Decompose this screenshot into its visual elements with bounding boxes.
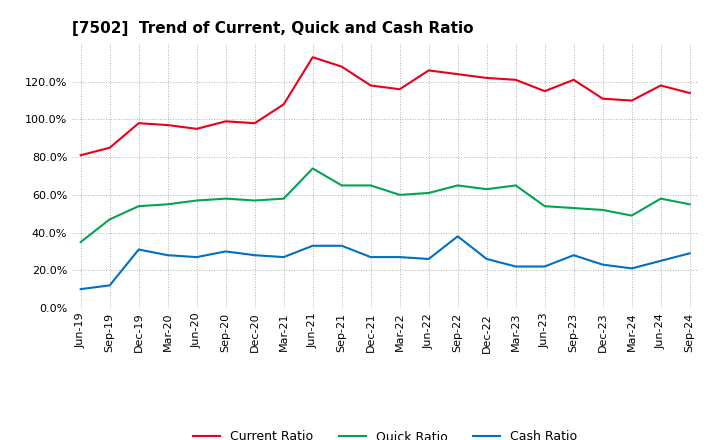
Quick Ratio: [482, 187, 491, 192]
Cash Ratio: [105, 283, 114, 288]
Current Ratio: [627, 98, 636, 103]
Quick Ratio: [395, 192, 404, 198]
Quick Ratio: [192, 198, 201, 203]
Current Ratio: [570, 77, 578, 82]
Quick Ratio: [279, 196, 288, 201]
Quick Ratio: [163, 202, 172, 207]
Current Ratio: [279, 102, 288, 107]
Cash Ratio: [511, 264, 520, 269]
Quick Ratio: [424, 191, 433, 196]
Line: Cash Ratio: Cash Ratio: [81, 236, 690, 289]
Line: Quick Ratio: Quick Ratio: [81, 169, 690, 242]
Quick Ratio: [308, 166, 317, 171]
Quick Ratio: [251, 198, 259, 203]
Current Ratio: [395, 87, 404, 92]
Current Ratio: [454, 72, 462, 77]
Cash Ratio: [308, 243, 317, 249]
Cash Ratio: [482, 257, 491, 262]
Quick Ratio: [598, 207, 607, 213]
Current Ratio: [76, 153, 85, 158]
Current Ratio: [308, 55, 317, 60]
Quick Ratio: [541, 204, 549, 209]
Current Ratio: [541, 88, 549, 94]
Quick Ratio: [685, 202, 694, 207]
Cash Ratio: [598, 262, 607, 267]
Cash Ratio: [424, 257, 433, 262]
Quick Ratio: [657, 196, 665, 201]
Quick Ratio: [366, 183, 375, 188]
Current Ratio: [251, 121, 259, 126]
Cash Ratio: [76, 286, 85, 292]
Legend: Current Ratio, Quick Ratio, Cash Ratio: Current Ratio, Quick Ratio, Cash Ratio: [188, 425, 582, 440]
Cash Ratio: [279, 254, 288, 260]
Line: Current Ratio: Current Ratio: [81, 57, 690, 155]
Cash Ratio: [221, 249, 230, 254]
Current Ratio: [482, 75, 491, 81]
Cash Ratio: [135, 247, 143, 252]
Cash Ratio: [366, 254, 375, 260]
Current Ratio: [221, 119, 230, 124]
Quick Ratio: [338, 183, 346, 188]
Cash Ratio: [657, 258, 665, 264]
Cash Ratio: [338, 243, 346, 249]
Current Ratio: [685, 90, 694, 95]
Cash Ratio: [395, 254, 404, 260]
Quick Ratio: [76, 239, 85, 245]
Current Ratio: [657, 83, 665, 88]
Current Ratio: [163, 122, 172, 128]
Current Ratio: [424, 68, 433, 73]
Cash Ratio: [541, 264, 549, 269]
Current Ratio: [192, 126, 201, 132]
Current Ratio: [338, 64, 346, 69]
Quick Ratio: [511, 183, 520, 188]
Quick Ratio: [454, 183, 462, 188]
Quick Ratio: [221, 196, 230, 201]
Quick Ratio: [570, 205, 578, 211]
Cash Ratio: [627, 266, 636, 271]
Current Ratio: [366, 83, 375, 88]
Cash Ratio: [685, 251, 694, 256]
Cash Ratio: [454, 234, 462, 239]
Current Ratio: [105, 145, 114, 150]
Current Ratio: [511, 77, 520, 82]
Current Ratio: [135, 121, 143, 126]
Quick Ratio: [105, 217, 114, 222]
Text: [7502]  Trend of Current, Quick and Cash Ratio: [7502] Trend of Current, Quick and Cash …: [72, 21, 474, 36]
Cash Ratio: [192, 254, 201, 260]
Quick Ratio: [135, 204, 143, 209]
Cash Ratio: [570, 253, 578, 258]
Current Ratio: [598, 96, 607, 101]
Cash Ratio: [163, 253, 172, 258]
Cash Ratio: [251, 253, 259, 258]
Quick Ratio: [627, 213, 636, 218]
